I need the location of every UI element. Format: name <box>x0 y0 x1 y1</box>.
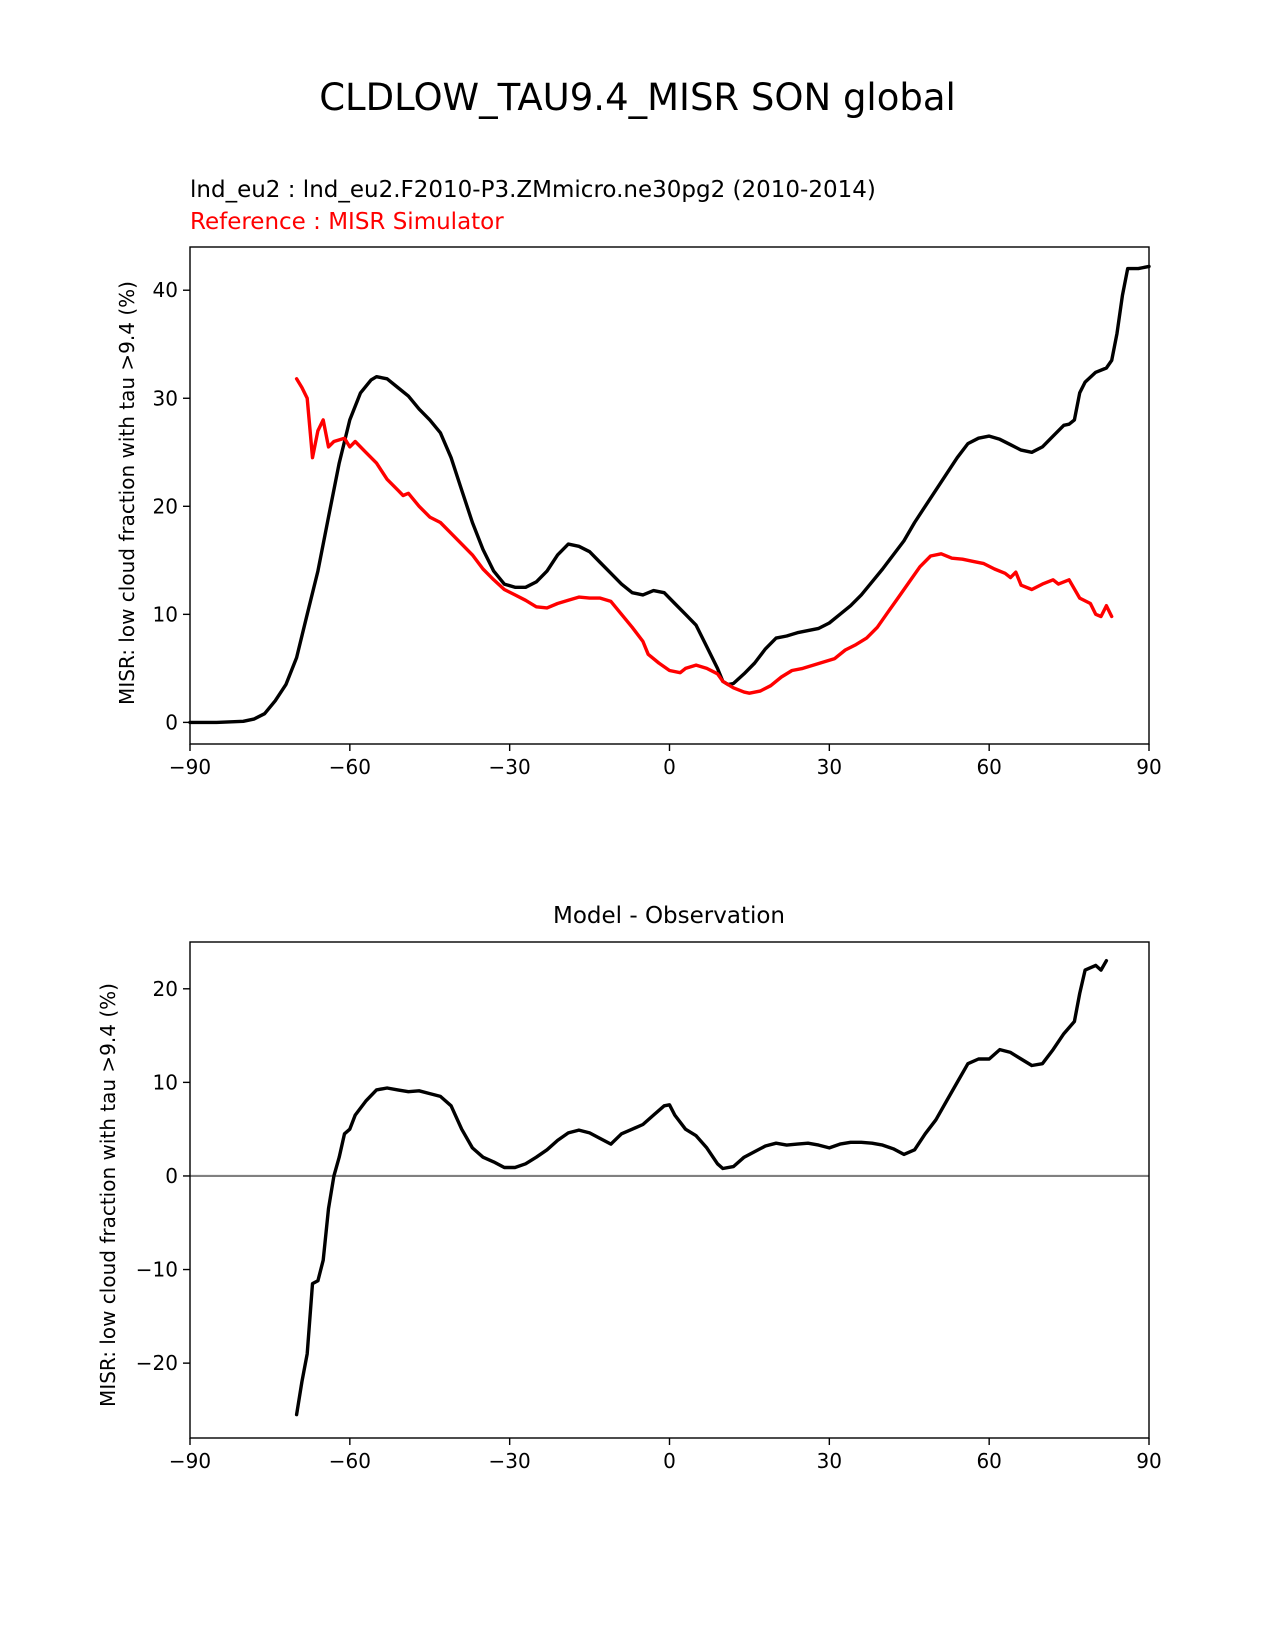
y-tick-label: 10 <box>153 1070 178 1094</box>
x-tick-label: 0 <box>663 755 676 779</box>
x-tick-label: 90 <box>1136 755 1161 779</box>
difference-title: Model - Observation <box>553 903 785 929</box>
y-axis-label: MISR: low cloud fraction with tau >9.4 (… <box>115 281 139 705</box>
y-tick-label: −10 <box>136 1258 178 1282</box>
y-tick-label: −20 <box>136 1351 178 1375</box>
zonal-mean-plot-area: −90 −60 −30 0 30 60 90 0 10 20 30 40 <box>153 246 1162 779</box>
difference-plot-area: −90 −60 −30 0 30 60 90 −20 −10 0 10 20 <box>136 941 1162 1473</box>
figure-suptitle: CLDLOW_TAU9.4_MISR SON global <box>319 76 956 119</box>
x-tick-label: −90 <box>169 1449 211 1473</box>
y-tick-label: 40 <box>153 278 178 302</box>
x-tick-label: −30 <box>489 1449 531 1473</box>
x-tick-label: 30 <box>817 755 842 779</box>
y-tick-label: 10 <box>153 602 178 626</box>
x-tick-label: −30 <box>489 755 531 779</box>
difference-panel: Model - Observation MISR: low cloud frac… <box>96 903 1162 1473</box>
y-axis-label: MISR: low cloud fraction with tau >9.4 (… <box>96 983 120 1407</box>
x-tick-label: −60 <box>329 1449 371 1473</box>
y-tick-label: 20 <box>153 977 178 1001</box>
x-tick-label: 30 <box>817 1449 842 1473</box>
series-line-lnd-eu2 <box>188 264 1151 725</box>
series-line-misr-simulator <box>294 377 1114 695</box>
y-tick-label: 20 <box>153 494 178 518</box>
panel-title-line-1: lnd_eu2 : lnd_eu2.F2010-P3.ZMmicro.ne30p… <box>190 177 876 203</box>
x-tick-label: 90 <box>1136 1449 1161 1473</box>
y-tick-label: 0 <box>165 710 178 734</box>
x-tick-label: 60 <box>976 1449 1001 1473</box>
series-line-model-observation <box>294 959 1109 1417</box>
x-tick-label: −60 <box>329 755 371 779</box>
panel-title-line-2: Reference : MISR Simulator <box>190 209 504 235</box>
x-tick-label: 0 <box>663 1449 676 1473</box>
axes-frame <box>189 941 1150 1439</box>
x-tick-label: 60 <box>976 755 1001 779</box>
y-tick-label: 0 <box>165 1164 178 1188</box>
y-tick-label: 30 <box>153 386 178 410</box>
zonal-mean-panel: lnd_eu2 : lnd_eu2.F2010-P3.ZMmicro.ne30p… <box>115 177 1162 779</box>
x-tick-label: −90 <box>169 755 211 779</box>
